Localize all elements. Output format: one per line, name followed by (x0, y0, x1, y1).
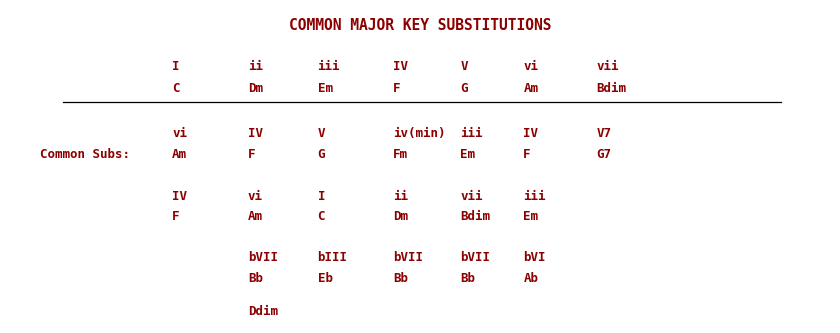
Text: vii: vii (460, 190, 483, 203)
Text: V: V (318, 127, 325, 140)
Text: Am: Am (248, 210, 263, 223)
Text: Ddim: Ddim (248, 305, 278, 318)
Text: COMMON MAJOR KEY SUBSTITUTIONS: COMMON MAJOR KEY SUBSTITUTIONS (289, 18, 551, 33)
Text: IV: IV (248, 127, 263, 140)
Text: bVII: bVII (393, 251, 423, 264)
Text: bVII: bVII (460, 251, 491, 264)
Text: Am: Am (523, 82, 538, 95)
Text: I: I (172, 60, 180, 73)
Text: IV: IV (172, 190, 187, 203)
Text: bVI: bVI (523, 251, 546, 264)
Text: Dm: Dm (248, 82, 263, 95)
Text: vii: vii (596, 60, 619, 73)
Text: iii: iii (460, 127, 483, 140)
Text: F: F (248, 148, 255, 161)
Text: G: G (460, 82, 468, 95)
Text: bVII: bVII (248, 251, 278, 264)
Text: C: C (172, 82, 180, 95)
Text: iv(min): iv(min) (393, 127, 446, 140)
Text: C: C (318, 210, 325, 223)
Text: IV: IV (523, 127, 538, 140)
Text: Am: Am (172, 148, 187, 161)
Text: IV: IV (393, 60, 408, 73)
Text: Bdim: Bdim (596, 82, 627, 95)
Text: iii: iii (318, 60, 340, 73)
Text: ii: ii (248, 60, 263, 73)
Text: Common Subs:: Common Subs: (40, 148, 130, 161)
Text: bIII: bIII (318, 251, 348, 264)
Text: G: G (318, 148, 325, 161)
Text: iii: iii (523, 190, 546, 203)
Text: Ab: Ab (523, 272, 538, 285)
Text: Dm: Dm (393, 210, 408, 223)
Text: vi: vi (523, 60, 538, 73)
Text: vi: vi (172, 127, 187, 140)
Text: Em: Em (523, 210, 538, 223)
Text: F: F (172, 210, 180, 223)
Text: V7: V7 (596, 127, 612, 140)
Text: Bdim: Bdim (460, 210, 491, 223)
Text: Em: Em (318, 82, 333, 95)
Text: Bb: Bb (248, 272, 263, 285)
Text: Em: Em (460, 148, 475, 161)
Text: F: F (523, 148, 531, 161)
Text: Eb: Eb (318, 272, 333, 285)
Text: Bb: Bb (460, 272, 475, 285)
Text: F: F (393, 82, 401, 95)
Text: I: I (318, 190, 325, 203)
Text: V: V (460, 60, 468, 73)
Text: ii: ii (393, 190, 408, 203)
Text: vi: vi (248, 190, 263, 203)
Text: Bb: Bb (393, 272, 408, 285)
Text: Fm: Fm (393, 148, 408, 161)
Text: G7: G7 (596, 148, 612, 161)
